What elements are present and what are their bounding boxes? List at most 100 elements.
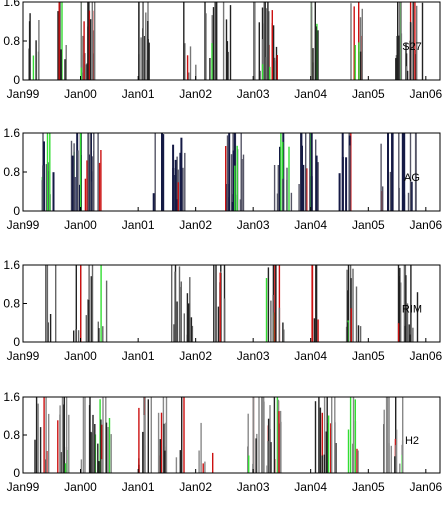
bar — [174, 271, 176, 342]
bar — [410, 265, 412, 342]
x-tick-label: Jan03 — [237, 87, 270, 101]
bar — [279, 423, 281, 473]
bar — [70, 140, 73, 211]
bar — [274, 265, 276, 342]
bar — [209, 58, 211, 80]
bar — [75, 265, 77, 342]
bar — [279, 146, 281, 211]
bar — [302, 164, 305, 211]
bar — [164, 450, 166, 473]
bar — [334, 422, 336, 473]
bar — [190, 317, 193, 342]
bar — [408, 324, 410, 342]
bar — [98, 328, 100, 342]
bar — [352, 268, 354, 342]
bar — [395, 58, 397, 80]
bar — [92, 414, 94, 473]
series-bars — [45, 265, 419, 342]
bar — [316, 23, 318, 80]
bar — [282, 141, 284, 211]
bar — [97, 133, 99, 211]
bar — [157, 412, 160, 473]
x-tick-label: Jan99 — [7, 87, 40, 101]
chart-panel-s27: 0 0.8 1.6 Jan99 Jan00 Jan01 Jan02 Jan03 Jan04 Jan… — [3, 0, 442, 101]
x-tick-label: Jan03 — [237, 480, 270, 494]
bar — [388, 397, 390, 473]
bar — [64, 463, 67, 473]
bar — [171, 265, 173, 342]
bar — [182, 167, 184, 211]
bar — [279, 410, 282, 473]
bar — [259, 70, 261, 80]
y-tick-label: 0 — [13, 204, 20, 218]
bar — [49, 133, 51, 211]
bar — [410, 181, 413, 211]
bar — [107, 427, 109, 473]
bar — [60, 49, 62, 80]
panel-label: H2 — [405, 435, 419, 447]
bar — [347, 290, 349, 342]
bar — [101, 459, 103, 473]
x-tick-label: Jan01 — [122, 87, 155, 101]
bar — [87, 2, 89, 80]
bar — [180, 287, 182, 342]
bar — [59, 414, 61, 473]
bar — [100, 150, 102, 211]
bar — [76, 133, 79, 211]
bar — [220, 272, 222, 342]
bar — [397, 265, 400, 342]
bar — [213, 265, 215, 342]
bar — [261, 397, 263, 473]
bar — [421, 2, 424, 80]
bar — [397, 323, 400, 342]
bar — [37, 403, 39, 473]
bar — [150, 397, 152, 473]
bar — [84, 178, 87, 211]
bar — [204, 2, 206, 80]
bar — [407, 192, 410, 211]
bar — [177, 182, 179, 211]
x-tick-label: Jan04 — [294, 349, 327, 363]
bar — [254, 2, 256, 80]
bar — [330, 428, 332, 473]
bar — [147, 39, 149, 80]
bar — [286, 167, 288, 211]
bar — [391, 133, 394, 211]
bar — [335, 443, 337, 473]
bar — [273, 397, 276, 473]
bar — [80, 265, 82, 342]
bar — [280, 133, 282, 211]
bar — [82, 35, 84, 80]
bar — [86, 160, 88, 211]
bar — [225, 19, 228, 80]
bar — [396, 36, 398, 80]
bar — [183, 313, 185, 342]
bar — [345, 326, 348, 342]
series-bars — [41, 133, 417, 211]
bar — [236, 145, 238, 211]
bar — [186, 293, 189, 342]
bar — [357, 450, 359, 473]
bar — [263, 2, 265, 80]
bar — [398, 35, 400, 80]
bar — [276, 397, 279, 473]
bar — [267, 2, 269, 80]
bar — [188, 72, 190, 80]
bar — [261, 397, 264, 473]
bar — [188, 303, 190, 342]
x-tick-label: Jan04 — [294, 480, 327, 494]
bar — [102, 397, 104, 473]
x-tick-label: Jan02 — [179, 218, 212, 232]
bar — [266, 465, 268, 473]
bar — [45, 265, 47, 342]
bar — [258, 22, 260, 80]
bar — [46, 265, 49, 342]
bar — [231, 202, 234, 211]
bar — [380, 143, 382, 211]
bar — [43, 397, 45, 473]
bar — [85, 64, 87, 80]
y-tick-label: 0 — [13, 466, 20, 480]
bar — [269, 66, 271, 80]
bar — [312, 48, 314, 80]
bar — [359, 51, 362, 80]
